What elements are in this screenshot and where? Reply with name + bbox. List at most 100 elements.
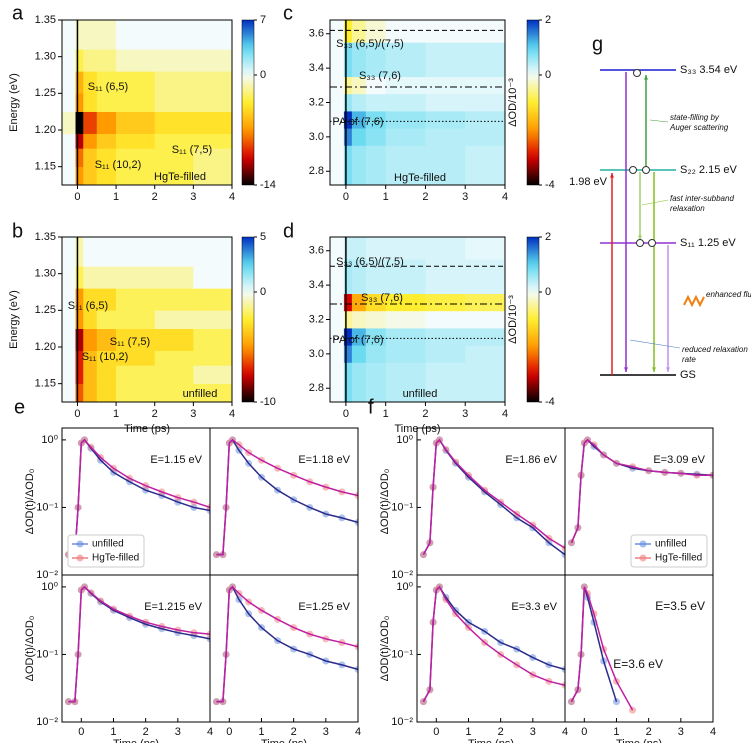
x-tick-label: 4 bbox=[710, 726, 716, 738]
colorbar-tick-label: 2 bbox=[545, 231, 551, 243]
panel-label: f bbox=[368, 396, 374, 418]
heat-cell bbox=[83, 288, 98, 311]
heat-cell bbox=[385, 93, 426, 112]
y-tick-label: 1.30 bbox=[35, 51, 56, 63]
heat-cell bbox=[83, 350, 98, 366]
y-tick-label: 3.6 bbox=[309, 245, 324, 257]
y-tick-label: 1.25 bbox=[35, 304, 56, 316]
heat-cell bbox=[365, 93, 386, 112]
heat-cell bbox=[154, 365, 194, 384]
legend-marker bbox=[639, 540, 647, 548]
heat-cell bbox=[193, 71, 233, 94]
series-line bbox=[570, 586, 634, 711]
x-tick-label: 3 bbox=[678, 726, 684, 738]
heat-cell bbox=[116, 310, 156, 329]
heat-cell bbox=[154, 133, 194, 149]
heat-cell bbox=[96, 383, 117, 403]
annotation: E=3.09 eV bbox=[653, 454, 705, 466]
heat-cell bbox=[343, 93, 353, 112]
x-tick-label: 0 bbox=[343, 408, 349, 420]
y-axis-label: Energy (eV) bbox=[8, 290, 20, 349]
x-tick-label: 4 bbox=[502, 408, 508, 420]
heat-cell bbox=[330, 42, 345, 78]
legend-box bbox=[67, 534, 145, 568]
level-label: S₁₁ 1.25 eV bbox=[680, 237, 736, 249]
heat-cell bbox=[83, 49, 98, 72]
annotation: E=1.15 eV bbox=[150, 454, 202, 466]
heat-cell bbox=[343, 76, 353, 95]
colorbar bbox=[241, 19, 255, 186]
heat-cell bbox=[465, 128, 506, 146]
legend-box bbox=[630, 534, 708, 568]
heat-cell bbox=[116, 288, 156, 311]
heat-cell bbox=[154, 148, 194, 167]
heat-cell bbox=[75, 266, 84, 289]
x-tick-label: 2 bbox=[291, 726, 297, 738]
plot-frame bbox=[61, 574, 211, 723]
heat-cell bbox=[83, 133, 98, 149]
y-tick-label: 1.30 bbox=[35, 268, 56, 280]
heat-cell bbox=[330, 145, 345, 186]
heat-cell bbox=[193, 237, 233, 267]
y-axis-label: ΔOD(t)/ΔOD₀ bbox=[379, 616, 391, 682]
pointer bbox=[629, 339, 681, 349]
heat-cell bbox=[75, 166, 84, 186]
y-tick-label: 1.15 bbox=[35, 161, 56, 173]
colorbar bbox=[526, 236, 540, 403]
colorbar-label: ΔOD/10⁻³ bbox=[507, 295, 519, 344]
heat-cell bbox=[62, 148, 76, 167]
heat-cell bbox=[351, 20, 367, 43]
heat-cell bbox=[75, 111, 84, 134]
heat-cell bbox=[465, 20, 506, 43]
heat-cell bbox=[330, 345, 345, 363]
y-tick-label: 10⁻² bbox=[391, 569, 413, 581]
level-label: S₂₂ 2.15 eV bbox=[680, 164, 738, 176]
y-tick-label: 2.8 bbox=[309, 382, 324, 394]
heat-cell bbox=[193, 328, 233, 351]
heat-cell bbox=[116, 237, 156, 267]
y-tick-label: 3.4 bbox=[309, 279, 324, 291]
heat-cell bbox=[330, 93, 345, 112]
heat-cell bbox=[96, 288, 117, 311]
x-axis-label: Time (ps) bbox=[113, 738, 159, 743]
heat-cell bbox=[193, 20, 233, 50]
arrow-head bbox=[624, 367, 628, 372]
colorbar-tick-label: 7 bbox=[260, 14, 266, 26]
heat-cell bbox=[62, 111, 76, 134]
y-tick-label: 10⁰ bbox=[396, 581, 413, 593]
heat-cell bbox=[116, 49, 156, 72]
heat-cell bbox=[96, 350, 117, 366]
plot-frame bbox=[61, 236, 233, 403]
x-tick-label: 3 bbox=[462, 191, 468, 203]
panel-label: c bbox=[283, 2, 293, 24]
annotation: E=3.6 eV bbox=[613, 657, 663, 671]
y-tick-label: 1.15 bbox=[35, 378, 56, 390]
heat-cell bbox=[365, 310, 386, 329]
x-axis-label: Time (ps) bbox=[261, 738, 307, 743]
heat-cell bbox=[343, 111, 353, 129]
x-tick-label: 1 bbox=[465, 726, 471, 738]
heat-cell bbox=[75, 148, 84, 167]
y-tick-label: 10⁻¹ bbox=[391, 648, 413, 660]
heat-cell bbox=[365, 362, 386, 403]
colorbar-tick-label: -10 bbox=[260, 396, 276, 408]
heat-cell bbox=[330, 20, 345, 43]
heat-cell bbox=[83, 20, 98, 50]
annotation: S₁₁ (10,2) bbox=[82, 351, 129, 363]
heat-cell bbox=[116, 111, 156, 134]
heat-cell bbox=[351, 128, 367, 146]
heat-cell bbox=[330, 328, 345, 346]
heat-cell bbox=[425, 310, 466, 329]
heat-cell bbox=[154, 310, 194, 329]
heat-cell bbox=[75, 93, 84, 112]
x-tick-label: 4 bbox=[355, 726, 361, 738]
x-tick-label: 0 bbox=[74, 408, 80, 420]
heat-cell bbox=[351, 310, 367, 329]
heat-cell bbox=[96, 93, 117, 112]
heat-cell bbox=[351, 328, 367, 346]
heat-cell bbox=[193, 288, 233, 311]
plot-frame bbox=[416, 574, 566, 723]
heat-cell bbox=[193, 166, 233, 186]
annotation: E=1.18 eV bbox=[298, 454, 350, 466]
y-tick-label: 3.4 bbox=[309, 62, 324, 74]
